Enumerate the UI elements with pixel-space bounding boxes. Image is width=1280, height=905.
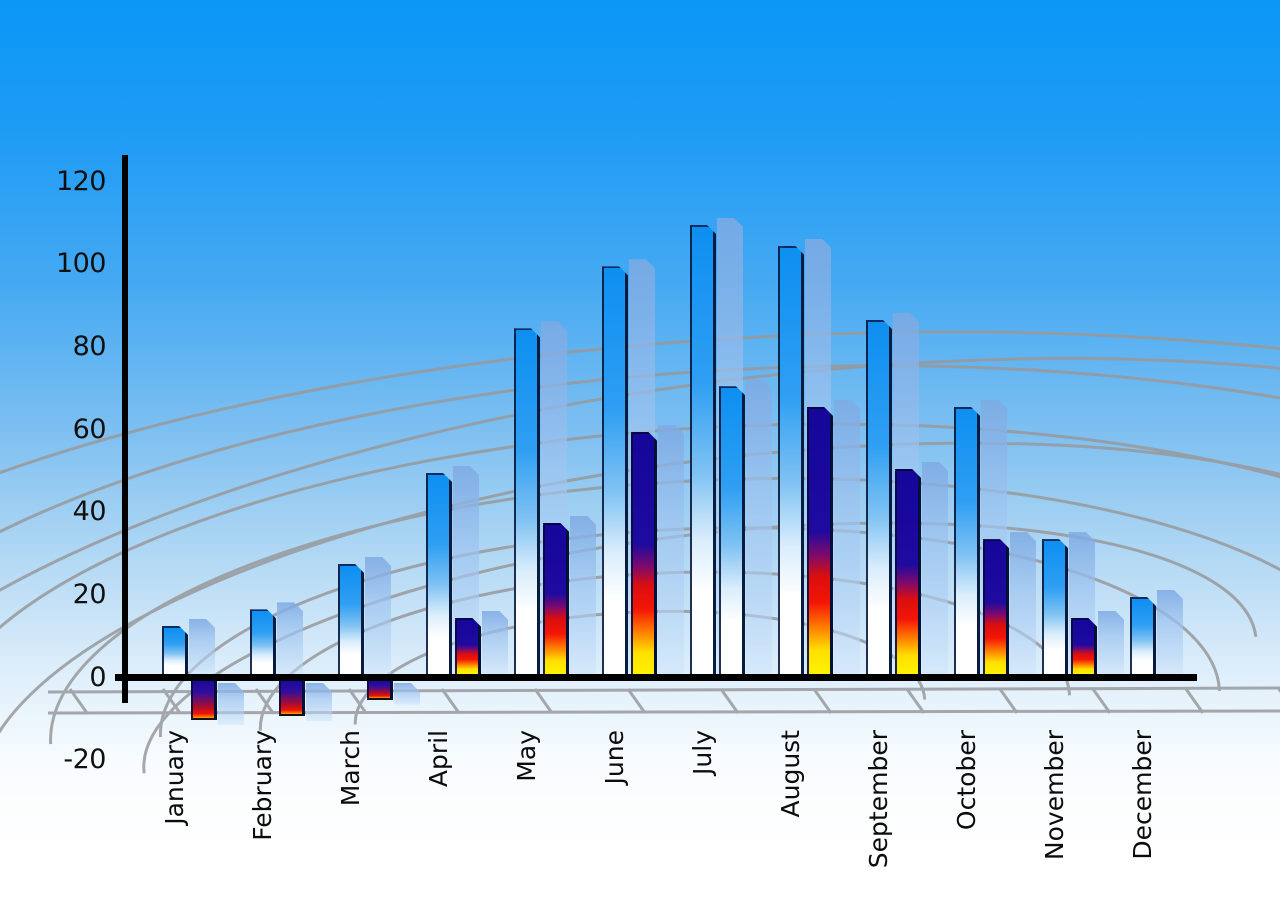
bar-november-series2 <box>1071 618 1097 675</box>
bar-january-series2-depth <box>218 683 244 725</box>
bar-august-series1 <box>778 246 804 675</box>
bar-january-series2 <box>191 681 217 721</box>
x-label-march: March <box>336 730 365 807</box>
bar-january-series1 <box>162 626 188 675</box>
grid-arc <box>0 364 1280 762</box>
bar-may-series2-depth <box>570 516 596 676</box>
bar-november-series2-depth <box>1098 611 1124 676</box>
bar-may-series2 <box>543 523 569 675</box>
bar-february-series2 <box>279 681 305 717</box>
bar-march-series1-depth <box>365 557 391 676</box>
bar-december-series1-depth <box>1157 590 1183 676</box>
bar-july-series2-depth <box>746 379 772 675</box>
y-tick-label-100: 100 <box>55 248 107 280</box>
y-axis-line <box>122 155 128 703</box>
bar-june-series2-depth <box>658 425 684 676</box>
bar-march-series2-depth <box>394 683 420 705</box>
x-label-november: November <box>1040 730 1069 861</box>
bar-march-series1 <box>338 564 364 675</box>
y-tick-label-0: 0 <box>89 661 106 693</box>
x-label-june: June <box>600 730 629 785</box>
grid-line <box>719 688 740 714</box>
bar-august-series2 <box>807 407 833 675</box>
y-tick-label-60: 60 <box>72 413 107 445</box>
x-label-december: December <box>1128 730 1157 860</box>
grid-line <box>812 688 833 714</box>
bar-april-series1 <box>426 473 452 675</box>
bar-september-series2 <box>895 469 921 675</box>
y-tick-label-120: 120 <box>55 165 107 197</box>
grid-line <box>1091 688 1112 714</box>
bar-october-series2 <box>983 539 1009 674</box>
x-label-september: September <box>864 730 893 869</box>
bar-august-series2-depth <box>834 400 860 676</box>
grid-line <box>533 688 554 714</box>
grid-line <box>47 686 1280 694</box>
x-axis-line <box>115 674 1197 681</box>
bar-may-series1 <box>514 328 540 674</box>
bar-november-series1 <box>1042 539 1068 674</box>
y-tick-label-40: 40 <box>72 496 107 528</box>
grid-line <box>347 688 368 714</box>
bar-july-series1 <box>690 225 716 674</box>
bar-february-series1-depth <box>277 602 303 675</box>
x-label-july: July <box>688 730 717 775</box>
x-label-may: May <box>512 730 541 782</box>
bar-september-series1 <box>866 320 892 674</box>
bar-october-series1 <box>954 407 980 675</box>
bar-october-series2-depth <box>1010 532 1036 675</box>
x-label-april: April <box>424 730 453 788</box>
bar-june-series1 <box>602 266 628 674</box>
bar-march-series2 <box>367 681 393 700</box>
grid-line <box>47 709 1280 715</box>
bar-september-series2-depth <box>922 462 948 676</box>
grid-line <box>1184 688 1205 714</box>
grid-line <box>161 688 182 714</box>
grid-line <box>254 688 275 714</box>
y-tick-label--20: -20 <box>63 744 106 776</box>
bar-january-series1-depth <box>189 619 215 676</box>
grid-line <box>440 688 461 714</box>
bar-april-series2 <box>455 618 481 675</box>
y-tick-label-80: 80 <box>72 330 107 362</box>
bar-february-series2-depth <box>306 683 332 721</box>
grid-line <box>68 688 89 714</box>
y-tick-label-20: 20 <box>72 578 107 610</box>
bar-july-series2 <box>719 386 745 674</box>
bar-april-series2-depth <box>482 611 508 676</box>
x-label-january: January <box>160 730 189 825</box>
bar-december-series1 <box>1130 597 1156 675</box>
bar-june-series2 <box>631 432 657 675</box>
grid-line <box>905 688 926 714</box>
x-label-october: October <box>952 730 981 831</box>
x-label-august: August <box>776 730 805 818</box>
bar-february-series1 <box>250 609 276 674</box>
grid-line <box>626 688 647 714</box>
x-label-february: February <box>248 730 277 841</box>
grid-line <box>998 688 1019 714</box>
